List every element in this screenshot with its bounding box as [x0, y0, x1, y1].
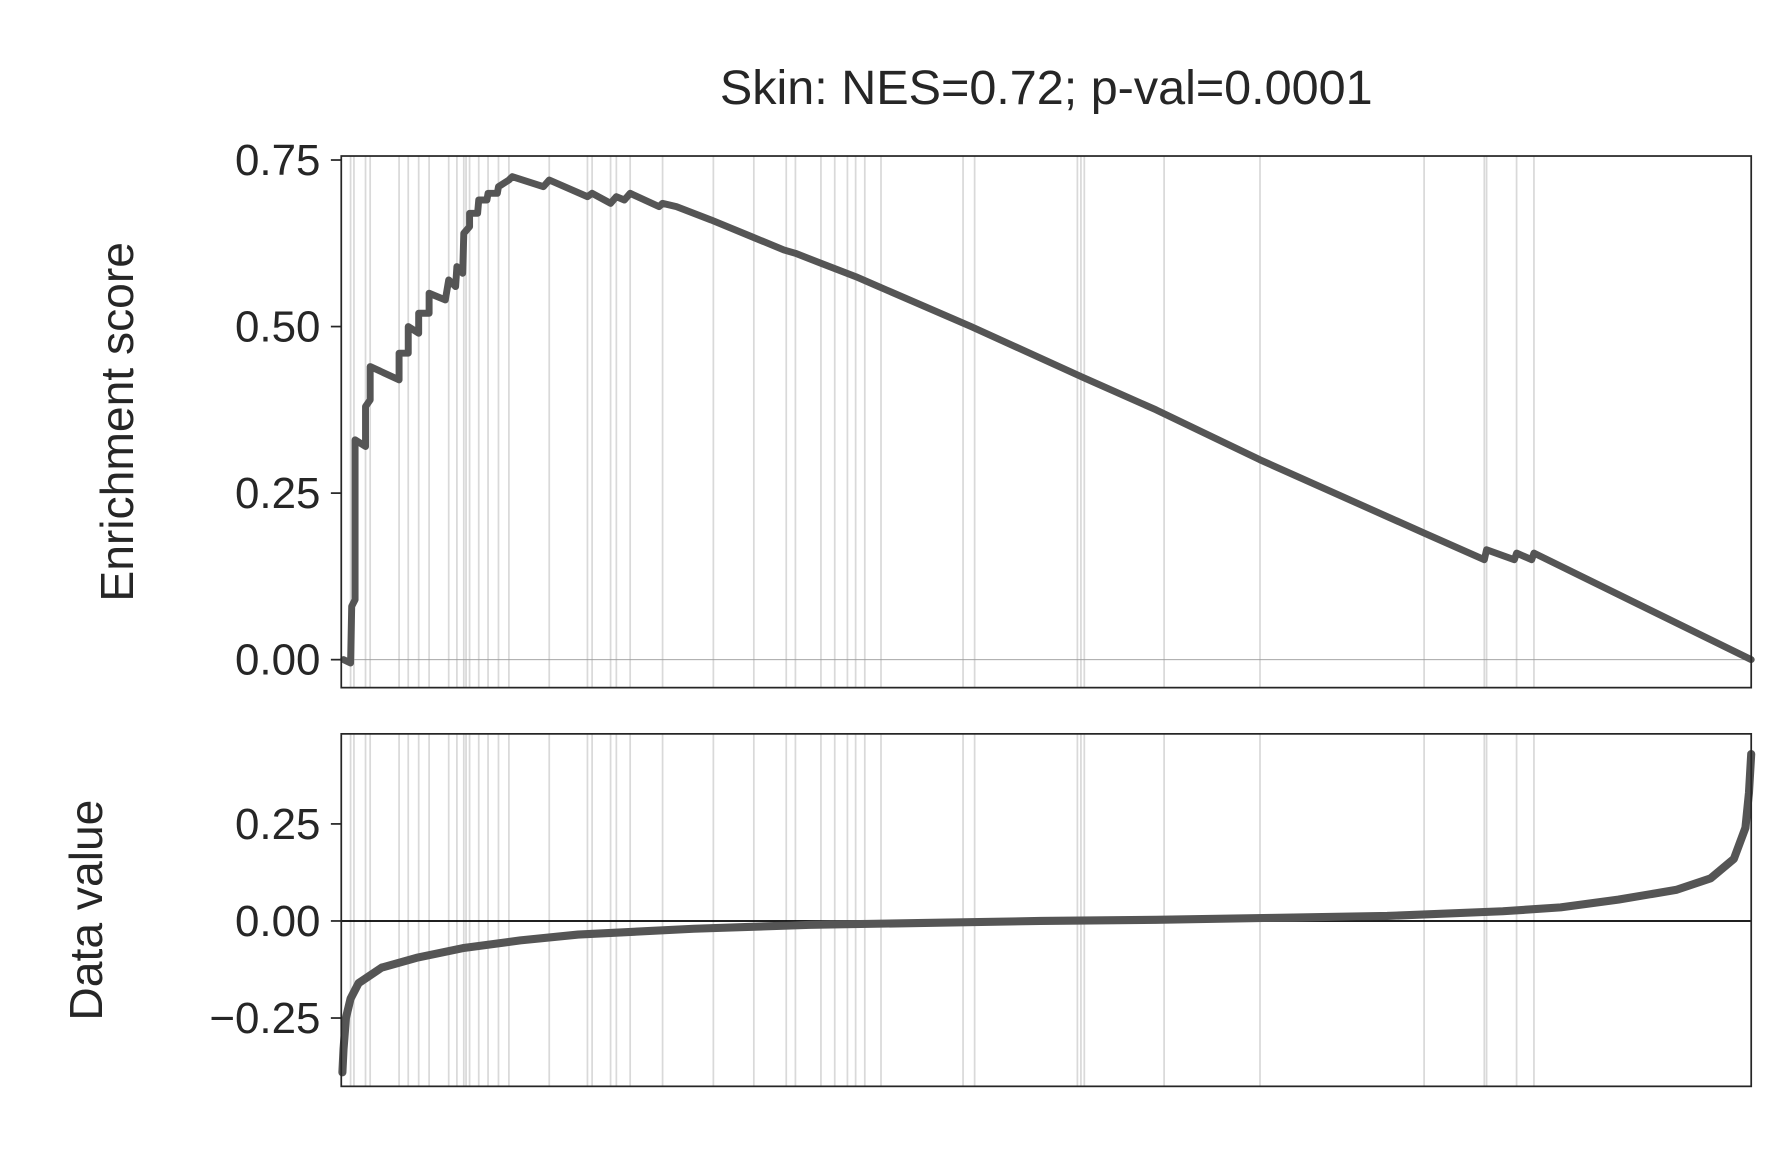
y-tick-label: 0.00: [235, 636, 320, 685]
y-tick-label: 0.25: [235, 800, 320, 849]
y-axis-label: Enrichment score: [91, 242, 143, 602]
y-tick-label: 0.25: [235, 469, 320, 518]
y-axis-label: Data value: [60, 800, 112, 1021]
y-tick-label: 0.00: [235, 897, 320, 946]
panel: 0.00 0.25 0.50 0.75 Enrichment score: [91, 136, 1755, 689]
data-line: [340, 173, 1755, 667]
y-tick-label: −0.25: [209, 994, 320, 1043]
data-line: [338, 750, 1756, 1077]
plot-frame: [340, 732, 1753, 1088]
chart-title: Skin: NES=0.72; p-val=0.0001: [720, 61, 1373, 115]
plot-frame: [340, 155, 1753, 689]
y-tick-label: 0.50: [235, 303, 320, 352]
y-tick-label: 0.75: [235, 136, 320, 185]
panel: −0.25 0.00 0.25 Data value: [60, 732, 1756, 1088]
